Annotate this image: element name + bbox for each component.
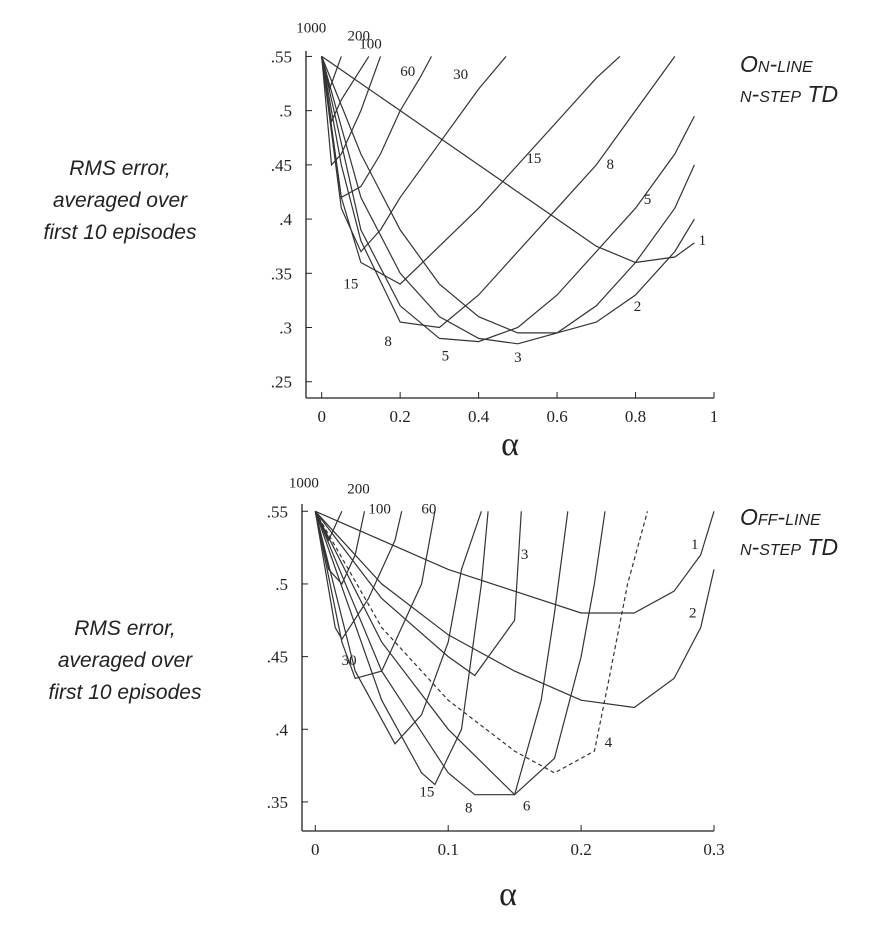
curve	[314, 511, 606, 796]
curve-label: 5	[644, 192, 652, 208]
curve	[321, 56, 695, 343]
curve-label: 30	[453, 67, 468, 83]
curve	[314, 511, 366, 585]
curve	[321, 56, 507, 253]
y-tick-label: .55	[271, 47, 292, 66]
curve-label: 3	[514, 350, 522, 366]
x-axis-label: α	[501, 426, 519, 463]
x-axis-label: α	[499, 876, 517, 913]
y-axis-label: averaged over	[53, 189, 188, 212]
curve	[314, 510, 522, 677]
y-axis-label: first 10 episodes	[44, 221, 197, 244]
annotation: Off-line	[740, 504, 821, 530]
curve	[321, 56, 382, 167]
x-tick-label: 0.8	[625, 407, 646, 426]
curve-label: 3	[521, 547, 529, 563]
x-tick-label: 1	[710, 407, 719, 426]
y-tick-label: .55	[267, 502, 288, 521]
curve	[321, 55, 695, 264]
y-axis-label: first 10 episodes	[49, 681, 202, 704]
y-tick-label: .25	[271, 373, 292, 392]
y-axis-label: RMS error,	[69, 157, 171, 180]
curve-label: 200	[348, 28, 371, 44]
curve-label: 100	[359, 36, 382, 52]
curve	[321, 56, 370, 124]
x-tick-label: 0	[311, 840, 320, 859]
x-tick-label: 0	[317, 407, 326, 426]
x-tick-label: 0.2	[390, 407, 411, 426]
y-tick-label: .35	[271, 264, 292, 283]
curve-label: 5	[442, 348, 450, 364]
annotation: On-line	[740, 51, 813, 77]
curve-label: 2	[689, 606, 697, 622]
curve	[314, 511, 343, 542]
curve-label: 8	[607, 157, 615, 173]
x-tick-label: 0.4	[468, 407, 490, 426]
y-axis-label: averaged over	[58, 649, 193, 672]
curve-label: 15	[343, 276, 358, 292]
curve-label: 1	[691, 537, 699, 553]
curve	[314, 511, 649, 774]
curve	[314, 510, 715, 709]
curve	[314, 511, 403, 641]
x-tick-label: 0.6	[546, 407, 567, 426]
curve	[321, 56, 676, 329]
curve-label: 8	[465, 801, 473, 817]
curve	[315, 510, 715, 614]
curve	[321, 56, 695, 345]
y-axis-label: RMS error,	[74, 617, 176, 640]
curve-label: 4	[605, 735, 613, 751]
y-tick-label: .4	[275, 720, 288, 739]
curve	[314, 511, 436, 680]
curve	[321, 56, 695, 334]
y-tick-label: .5	[275, 575, 288, 594]
curve	[321, 55, 621, 285]
curve-label: 8	[384, 334, 392, 350]
y-tick-label: .4	[279, 210, 292, 229]
curve	[314, 511, 482, 745]
curve	[314, 511, 489, 786]
annotation: n-step TD	[740, 534, 838, 560]
curve-label: 30	[342, 653, 357, 669]
curve-label: 15	[526, 151, 541, 167]
curve-label: 100	[368, 501, 391, 517]
y-tick-label: .45	[267, 648, 288, 667]
curve	[321, 56, 433, 199]
annotation: n-step TD	[740, 81, 838, 107]
curve	[314, 511, 569, 796]
curve-label: 1	[699, 233, 707, 249]
x-tick-label: 0.3	[703, 840, 724, 859]
curve-label: 6	[523, 799, 531, 815]
curve-label: 60	[421, 501, 436, 517]
x-tick-label: 0.2	[570, 840, 591, 859]
x-tick-label: 0.1	[438, 840, 459, 859]
curve-label: 60	[400, 64, 415, 80]
curve-label: 1000	[296, 20, 326, 36]
y-tick-label: .3	[279, 319, 292, 338]
y-tick-label: .35	[267, 793, 288, 812]
curve-label: 200	[347, 481, 370, 497]
curve-label: 15	[419, 784, 434, 800]
y-tick-label: .45	[271, 156, 292, 175]
curve-label: 2	[634, 299, 642, 315]
curve	[321, 56, 342, 92]
y-tick-label: .5	[279, 102, 292, 121]
curve-label: 1000	[289, 475, 319, 491]
